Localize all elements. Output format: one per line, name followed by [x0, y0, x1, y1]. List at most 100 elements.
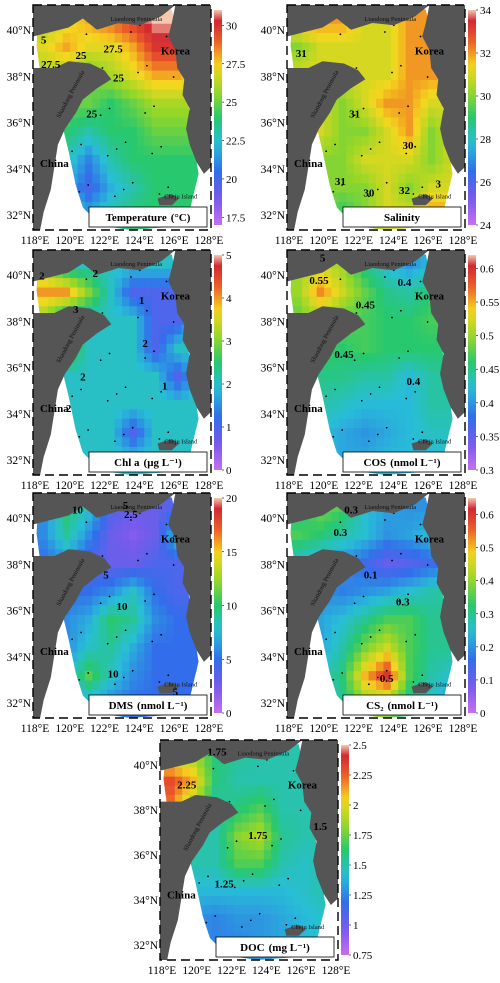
- heat-cell: [331, 287, 340, 298]
- heat-cell: [427, 192, 436, 203]
- colorbar-tick-label: 5: [226, 654, 232, 666]
- colorbar-tick-label: 0.3: [480, 609, 494, 621]
- contour-label: 31: [349, 109, 360, 121]
- heat-cell: [92, 586, 101, 597]
- map-frame: [32, 492, 212, 719]
- heat-cell: [427, 145, 436, 156]
- heat-cell: [353, 287, 362, 298]
- colorbar-tick-label: 2.25: [353, 770, 373, 782]
- heat-cell: [361, 586, 370, 597]
- station-dot: [167, 674, 170, 677]
- place-label: Liaodong Peninsula: [110, 504, 162, 511]
- heat-cell: [151, 192, 160, 203]
- heat-cell: [301, 530, 310, 541]
- colorbar-tick-label: 32: [480, 48, 491, 60]
- heat-cell: [256, 868, 265, 879]
- heat-cell: [353, 371, 362, 382]
- heat-cell: [114, 521, 123, 532]
- heat-cell: [376, 614, 385, 625]
- heat-cell: [405, 530, 414, 541]
- heat-cell: [188, 428, 197, 439]
- heat-cell: [196, 164, 199, 175]
- heat-cell: [173, 400, 182, 410]
- place-label: China: [294, 403, 323, 415]
- heat-cell: [286, 840, 295, 851]
- heat-cell: [383, 652, 392, 663]
- heat-cell: [189, 776, 198, 787]
- heat-cell: [122, 287, 131, 298]
- station-dot: [414, 390, 417, 393]
- heat-cell: [211, 840, 220, 851]
- heat-cell: [413, 539, 422, 550]
- title-box: [342, 451, 462, 473]
- heat-cell: [420, 287, 429, 298]
- land-mass: [422, 5, 465, 174]
- heat-cell: [361, 315, 370, 326]
- contour-label: 5: [41, 34, 47, 46]
- heat-cell: [420, 549, 429, 560]
- heat-cell: [405, 343, 414, 354]
- heat-cell: [413, 362, 422, 373]
- heat-cell: [361, 530, 370, 541]
- heat-cell: [300, 923, 309, 934]
- heat-cell: [383, 381, 392, 392]
- heat-cell: [219, 831, 228, 842]
- heat-cell: [315, 914, 324, 924]
- heat-cell: [62, 126, 71, 137]
- heat-cell: [324, 164, 333, 175]
- x-tick-label: 128°E: [449, 723, 478, 735]
- heat-cell: [114, 437, 123, 448]
- heat-cell: [129, 652, 138, 663]
- station-dot: [334, 631, 336, 634]
- colorbar-tick-label: 26: [480, 177, 492, 189]
- heat-cell: [159, 614, 168, 625]
- land-mass: [33, 493, 176, 525]
- heat-cell: [293, 905, 302, 915]
- y-tick-label: 36°N: [7, 606, 32, 618]
- heat-cell: [368, 325, 377, 335]
- heat-cell: [338, 680, 347, 691]
- heat-cell: [167, 767, 176, 778]
- heat-cell: [55, 278, 64, 289]
- heat-cell: [114, 80, 123, 90]
- station-dot: [332, 435, 335, 438]
- heat-cell: [181, 418, 190, 429]
- heat-cell: [324, 409, 333, 420]
- heat-cell: [136, 268, 145, 279]
- heat-cell: [107, 70, 116, 81]
- heat-cell: [234, 877, 243, 888]
- station-dot: [144, 357, 147, 359]
- heat-cell: [324, 643, 333, 653]
- heat-cell: [136, 61, 145, 72]
- heat-cell: [84, 661, 93, 672]
- title-unit: (μg L⁻¹): [144, 457, 183, 469]
- heat-cell: [435, 353, 444, 364]
- land-mass: [168, 5, 211, 174]
- heat-cell: [278, 776, 287, 787]
- heat-cell: [383, 624, 392, 635]
- heat-cell: [405, 89, 414, 100]
- colorbar-tick-label: 4: [226, 293, 232, 305]
- station-dot: [160, 145, 163, 148]
- x-tick-label: 118°E: [21, 723, 49, 735]
- colorbar-tick-label: 3: [226, 336, 232, 348]
- x-tick-label: 126°E: [160, 723, 189, 735]
- station-dot: [264, 805, 266, 807]
- heat-cell: [70, 511, 79, 522]
- heat-cell: [324, 287, 333, 298]
- heat-cell: [290, 42, 296, 53]
- heat-cell: [361, 558, 370, 569]
- heat-cell: [405, 539, 414, 550]
- heat-cell: [166, 306, 175, 317]
- heat-cell: [338, 437, 347, 448]
- heat-cell: [92, 633, 101, 644]
- heat-cell: [256, 831, 265, 842]
- station-dot: [165, 35, 168, 38]
- station-dot: [280, 838, 282, 840]
- heat-cell: [114, 539, 123, 550]
- heat-cell: [166, 259, 175, 270]
- heat-cell: [346, 89, 355, 100]
- colorbar-tick-label: 2: [353, 800, 359, 812]
- station-dot: [130, 276, 132, 278]
- heat-cell: [181, 586, 190, 597]
